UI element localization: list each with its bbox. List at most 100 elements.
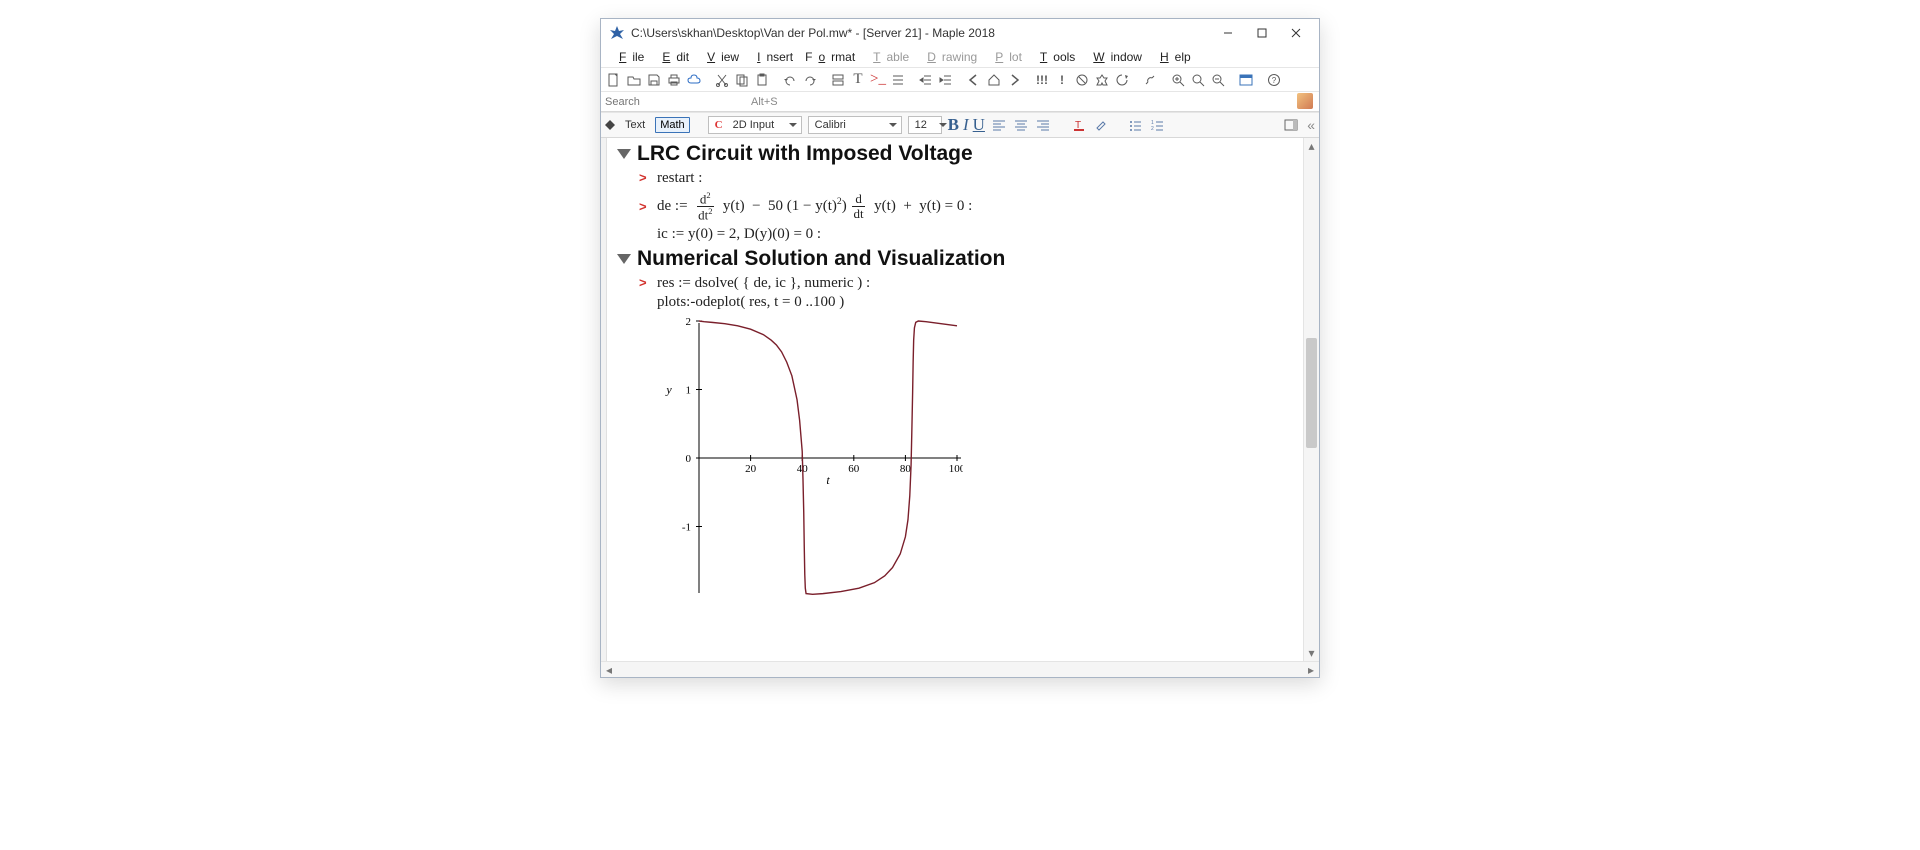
restart-icon[interactable] [1113, 71, 1131, 89]
maximize-button[interactable] [1245, 22, 1279, 44]
vertical-scrollbar[interactable]: ▴ ▾ [1303, 138, 1319, 661]
side-panel-icon[interactable] [1283, 117, 1299, 133]
new-doc-icon[interactable] [605, 71, 623, 89]
menu-view[interactable]: View [695, 48, 745, 66]
copy-icon[interactable] [733, 71, 751, 89]
outdent-icon[interactable] [937, 71, 955, 89]
menu-format[interactable]: Format [799, 48, 861, 66]
zoom-in-icon[interactable] [1169, 71, 1187, 89]
svg-text:y: y [665, 382, 672, 396]
highlight-icon[interactable] [1093, 117, 1109, 133]
save-icon[interactable] [645, 71, 663, 89]
open-icon[interactable] [625, 71, 643, 89]
menu-help[interactable]: Help [1148, 48, 1197, 66]
menu-file[interactable]: File [607, 48, 650, 66]
insert-text-icon[interactable]: T [849, 71, 867, 89]
svg-text:80: 80 [900, 463, 912, 475]
worksheet[interactable]: LRC Circuit with Imposed Voltage > resta… [607, 138, 1303, 661]
gutter-expand-icon[interactable] [605, 120, 615, 130]
paste-icon[interactable] [753, 71, 771, 89]
section-toggle-icon[interactable] [617, 254, 631, 264]
panel-icon[interactable] [1237, 71, 1255, 89]
underline-button[interactable]: U [973, 115, 985, 135]
execute-all-icon[interactable]: !!! [1033, 71, 1051, 89]
scroll-up-icon[interactable]: ▴ [1304, 138, 1319, 154]
user-avatar[interactable] [1297, 93, 1315, 111]
cloud-icon[interactable] [685, 71, 703, 89]
font-size-value: 12 [915, 119, 927, 131]
scroll-thumb[interactable] [1306, 338, 1317, 448]
align-center-icon[interactable] [1013, 117, 1029, 133]
menu-plot[interactable]: Plot [983, 48, 1028, 66]
bullets-icon[interactable] [1127, 117, 1143, 133]
code-plotcall: plots:-odeplot( res, t = 0 ..100 ) [657, 294, 844, 311]
help-icon[interactable]: ? [1265, 71, 1283, 89]
prompt-icon: > [639, 199, 657, 214]
insert-prompt-icon[interactable]: >_ [869, 71, 887, 89]
menu-window[interactable]: Window [1081, 48, 1148, 66]
stop-icon[interactable] [1073, 71, 1091, 89]
prompt-icon: > [639, 170, 657, 185]
menu-edit[interactable]: Edit [650, 48, 695, 66]
scroll-right-icon[interactable]: ▸ [1303, 663, 1319, 677]
document-area: LRC Circuit with Imposed Voltage > resta… [601, 138, 1319, 661]
execute-icon[interactable]: ! [1053, 71, 1071, 89]
code-de: de := d2dt2 y(t) − 50 (1 − y(t)2) ddt y(… [657, 191, 972, 222]
link-icon[interactable] [1141, 71, 1159, 89]
zoom-default-icon[interactable] [1189, 71, 1207, 89]
menu-insert[interactable]: Insert [745, 48, 799, 66]
code-restart: restart : [657, 170, 702, 187]
minimize-button[interactable] [1211, 22, 1245, 44]
section-icon[interactable] [829, 71, 847, 89]
font-family-value: Calibri [815, 119, 846, 131]
code-res: res := dsolve( { de, ic }, numeric ) : [657, 275, 870, 292]
math-mode-button[interactable]: Math [655, 117, 689, 133]
close-button[interactable] [1279, 22, 1313, 44]
search-shortcut: Alt+S [751, 96, 778, 108]
paragraph-style-dropdown[interactable]: C2D Input [708, 116, 802, 134]
debug-icon[interactable] [1093, 71, 1111, 89]
text-mode-button[interactable]: Text [621, 118, 649, 132]
toolbar: T >_ !!! ! ? [601, 67, 1319, 91]
collapse-right-icon[interactable]: « [1307, 117, 1315, 133]
prompt-icon: > [639, 275, 657, 290]
undo-icon[interactable] [781, 71, 799, 89]
print-icon[interactable] [665, 71, 683, 89]
align-right-icon[interactable] [1035, 117, 1051, 133]
app-window: C:\Users\skhan\Desktop\Van der Pol.mw* -… [600, 18, 1320, 678]
home-icon[interactable] [985, 71, 1003, 89]
zoom-out-icon[interactable] [1209, 71, 1227, 89]
odeplot-chart: 20406080100-1012ty [653, 315, 963, 625]
code-ic: ic := y(0) = 2, D(y)(0) = 0 : [657, 226, 821, 243]
svg-text:2: 2 [686, 316, 692, 328]
redo-icon[interactable] [801, 71, 819, 89]
format-bar: Text Math C2D Input Calibri 12 B I U T 1… [601, 112, 1319, 138]
svg-text:100: 100 [949, 463, 963, 475]
scroll-left-icon[interactable]: ◂ [601, 663, 617, 677]
svg-text:60: 60 [848, 463, 860, 475]
cut-icon[interactable] [713, 71, 731, 89]
svg-text:?: ? [1272, 76, 1277, 85]
numbering-icon[interactable]: 12 [1149, 117, 1165, 133]
search-bar: Alt+S [601, 91, 1319, 111]
indent-icon[interactable] [917, 71, 935, 89]
font-size-dropdown[interactable]: 12 [908, 116, 942, 134]
scroll-down-icon[interactable]: ▾ [1304, 645, 1319, 661]
italic-button[interactable]: I [963, 115, 969, 135]
font-family-dropdown[interactable]: Calibri [808, 116, 902, 134]
align-left-icon[interactable] [991, 117, 1007, 133]
section-toggle-icon[interactable] [617, 149, 631, 159]
forward-icon[interactable] [1005, 71, 1023, 89]
font-color-icon[interactable]: T [1071, 117, 1087, 133]
bold-button[interactable]: B [948, 115, 959, 135]
menu-drawing[interactable]: Drawing [915, 48, 983, 66]
search-input[interactable] [605, 96, 747, 108]
back-icon[interactable] [965, 71, 983, 89]
svg-text:1: 1 [686, 384, 692, 396]
menu-tools[interactable]: Tools [1028, 48, 1081, 66]
menu-table[interactable]: Table [861, 48, 915, 66]
insert-math-icon[interactable] [889, 71, 907, 89]
svg-text:2: 2 [1151, 126, 1154, 132]
maple-logo-icon [609, 25, 625, 41]
horizontal-scrollbar[interactable]: ◂ ▸ [601, 661, 1319, 677]
